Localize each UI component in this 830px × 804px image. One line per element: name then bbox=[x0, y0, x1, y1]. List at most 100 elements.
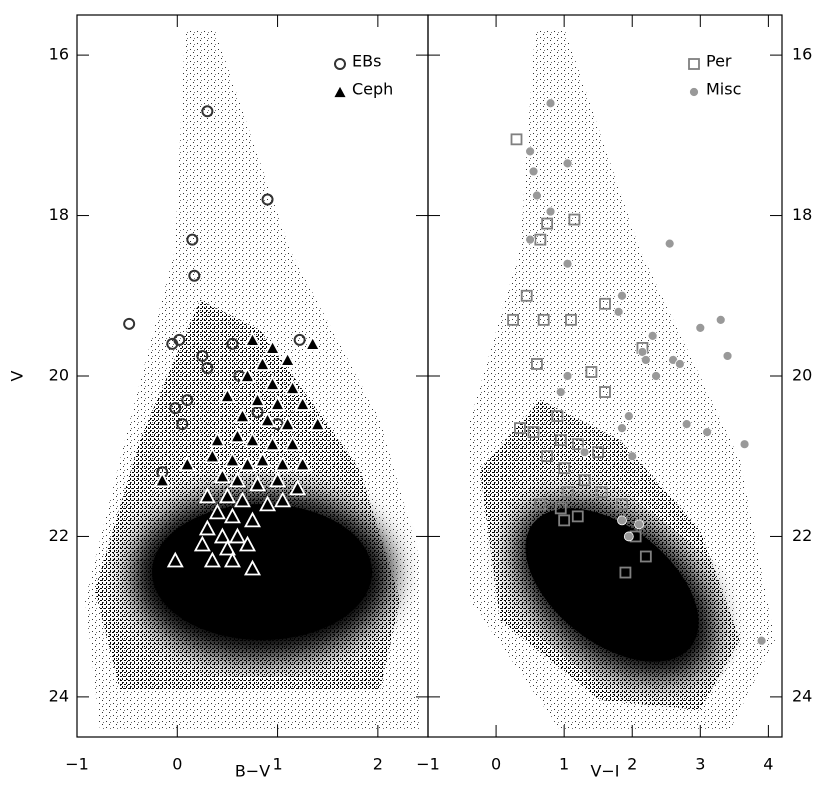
per-marker bbox=[520, 289, 533, 302]
ceph-marker bbox=[284, 435, 302, 452]
misc-marker bbox=[525, 146, 536, 157]
ceph-marker bbox=[223, 551, 241, 568]
misc-marker bbox=[555, 387, 566, 397]
per-marker bbox=[578, 474, 591, 487]
legend-marker bbox=[334, 58, 346, 70]
ceph-marker bbox=[208, 503, 226, 520]
ceph-marker bbox=[228, 471, 246, 488]
misc-marker bbox=[756, 635, 767, 646]
ceph-marker bbox=[269, 471, 287, 488]
ceph-marker bbox=[233, 491, 251, 508]
per-marker bbox=[537, 313, 550, 326]
misc-marker bbox=[695, 322, 706, 333]
ceph-marker bbox=[238, 455, 256, 472]
ceph-marker bbox=[254, 355, 272, 371]
y-tick-label: 24 bbox=[49, 686, 69, 705]
ceph-marker bbox=[274, 455, 292, 472]
ceph-marker bbox=[294, 455, 312, 472]
ceph-marker bbox=[198, 487, 216, 504]
ceph-marker bbox=[223, 507, 241, 524]
legend-marker bbox=[331, 83, 349, 99]
ceph-marker bbox=[254, 451, 272, 468]
misc-marker bbox=[664, 238, 675, 249]
per-marker bbox=[571, 438, 584, 451]
eb-marker bbox=[251, 406, 264, 419]
per-marker bbox=[568, 213, 581, 226]
ceph-marker bbox=[249, 391, 267, 407]
eb-marker bbox=[173, 333, 186, 346]
per-marker bbox=[534, 498, 547, 511]
ceph-marker bbox=[166, 551, 184, 568]
legend-label: Per bbox=[706, 52, 732, 71]
misc-marker bbox=[647, 330, 658, 341]
misc-marker bbox=[617, 515, 627, 526]
ceph-marker bbox=[264, 375, 282, 391]
per-marker bbox=[616, 498, 628, 511]
x-tick-label: 2 bbox=[627, 755, 637, 774]
ceph-marker bbox=[269, 395, 287, 411]
eb-marker bbox=[169, 402, 182, 415]
y-axis-label: V bbox=[8, 370, 27, 381]
misc-marker bbox=[562, 258, 573, 269]
x-axis-label: V−I bbox=[590, 762, 619, 781]
ceph-marker bbox=[264, 339, 282, 355]
per-marker bbox=[639, 550, 652, 563]
misc-marker bbox=[715, 314, 726, 325]
legend-marker bbox=[688, 58, 700, 70]
misc-marker bbox=[623, 411, 634, 422]
y-tick-label: 18 bbox=[49, 205, 69, 224]
misc-marker bbox=[525, 234, 536, 245]
per-marker bbox=[507, 313, 519, 326]
misc-marker bbox=[579, 447, 590, 458]
per-marker bbox=[541, 450, 554, 463]
misc-marker bbox=[681, 419, 692, 430]
ceph-marker bbox=[153, 471, 171, 488]
ceph-marker bbox=[198, 519, 216, 536]
per-marker bbox=[534, 233, 547, 246]
per-marker bbox=[571, 510, 584, 523]
ceph-marker bbox=[223, 451, 241, 468]
eb-marker bbox=[261, 193, 274, 206]
per-marker bbox=[592, 446, 605, 459]
field-stars-right bbox=[470, 30, 775, 730]
ceph-marker bbox=[279, 415, 297, 432]
x-tick-label: 0 bbox=[172, 755, 182, 774]
misc-marker bbox=[545, 98, 556, 109]
misc-marker bbox=[617, 423, 627, 434]
legend-label: Misc bbox=[706, 80, 741, 99]
ceph-marker bbox=[218, 387, 236, 403]
ceph-marker bbox=[218, 539, 236, 556]
x-tick-label: −1 bbox=[65, 755, 89, 774]
x-tick-label: 2 bbox=[373, 755, 383, 774]
per-marker bbox=[551, 410, 564, 423]
eb-marker bbox=[196, 349, 209, 362]
per-marker bbox=[527, 426, 540, 439]
misc-marker bbox=[640, 355, 651, 365]
ceph-marker bbox=[203, 551, 221, 568]
eb-marker bbox=[188, 269, 201, 282]
per-marker bbox=[554, 434, 567, 447]
ceph-marker bbox=[259, 411, 277, 428]
ceph-marker bbox=[304, 335, 322, 351]
ceph-marker bbox=[243, 559, 262, 576]
ceph-marker bbox=[259, 495, 277, 512]
ceph-marker bbox=[228, 427, 246, 444]
per-marker bbox=[595, 486, 608, 499]
y-tick-label: 22 bbox=[49, 526, 69, 545]
x-tick-label: 1 bbox=[272, 755, 282, 774]
eb-marker bbox=[226, 337, 239, 350]
ceph-marker bbox=[279, 351, 297, 367]
y-tick-label: 18 bbox=[792, 205, 812, 224]
ceph-marker bbox=[228, 527, 246, 544]
y-tick-label: 16 bbox=[49, 45, 69, 64]
y-tick-label: 20 bbox=[792, 366, 812, 385]
y-tick-label: 22 bbox=[792, 526, 812, 545]
eb-marker bbox=[293, 333, 306, 346]
misc-marker bbox=[623, 531, 634, 542]
ceph-marker bbox=[284, 379, 302, 395]
y-tick-label: 24 bbox=[792, 686, 812, 705]
ceph-marker bbox=[218, 487, 236, 504]
ceph-marker bbox=[243, 511, 262, 528]
ceph-marker bbox=[203, 447, 221, 464]
